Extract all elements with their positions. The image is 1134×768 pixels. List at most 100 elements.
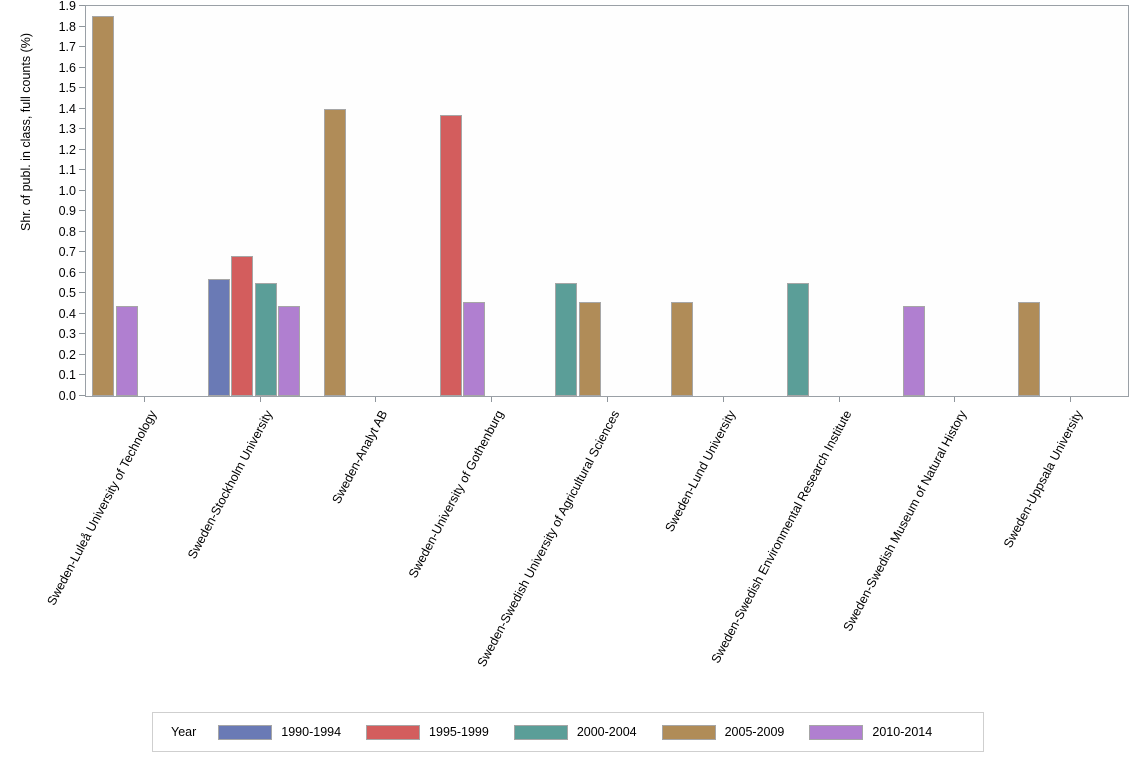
y-axis-tick-label: 1.2 (58, 142, 76, 157)
legend-item-label: 1995-1999 (429, 725, 489, 739)
y-axis-tick-mark (79, 292, 85, 294)
legend-item-label: 2000-2004 (576, 725, 637, 739)
bar (578, 301, 601, 396)
y-axis-tick-mark (79, 169, 85, 171)
y-axis-tick-mark (79, 5, 85, 6)
y-axis-tick-mark (79, 87, 85, 89)
y-axis-tick: 1.7 (0, 40, 85, 54)
legend-item[interactable]: 1995-1999 (366, 724, 489, 740)
y-axis-tick: 1.9 (0, 0, 85, 13)
y-axis-tick-mark (79, 353, 85, 355)
legend-color-swatch (661, 724, 716, 740)
y-axis-tick: 0.2 (0, 348, 85, 362)
y-axis-tick-label: 0.8 (58, 224, 76, 239)
y-axis-tick: 1.0 (0, 184, 85, 198)
y-axis-tick-label: 0.5 (58, 286, 76, 301)
y-axis-tick: 0.7 (0, 245, 85, 259)
bar (115, 305, 138, 396)
y-axis-tick-mark (79, 66, 85, 68)
y-axis-tick: 0.8 (0, 225, 85, 239)
y-axis-tick: 1.2 (0, 143, 85, 157)
y-axis-tick-mark (79, 189, 85, 191)
legend-item[interactable]: 2000-2004 (513, 724, 637, 740)
y-axis-tick-label: 1.1 (58, 163, 76, 178)
x-axis-tick-mark (838, 397, 840, 402)
x-axis-tick-mark (607, 397, 608, 402)
legend-items: 1990-1994 1995-1999 2000-2004 2005-2009 2010… (218, 724, 957, 740)
legend-item[interactable]: 1990-1994 (218, 724, 342, 740)
x-axis-tick-mark (491, 397, 493, 402)
y-axis-tick-mark (79, 46, 85, 48)
y-axis-tick-label: 0.9 (58, 204, 76, 219)
bar (231, 256, 254, 396)
y-axis-tick-mark (79, 25, 85, 27)
y-axis-tick-mark (79, 148, 85, 150)
y-axis-tick-label: 1.9 (58, 0, 76, 13)
y-axis-tick: 1.1 (0, 163, 85, 177)
legend-item-label: 2005-2009 (724, 725, 785, 739)
legend-color-swatch (513, 724, 568, 740)
y-axis-tick-label: 0.2 (58, 347, 76, 362)
bar (254, 283, 277, 396)
bar (1018, 301, 1041, 396)
y-axis-tick: 0.6 (0, 266, 85, 280)
bar (786, 283, 809, 396)
bar (555, 283, 578, 396)
y-axis-tick: 0.5 (0, 286, 85, 300)
y-axis-tick: 1.6 (0, 61, 85, 75)
y-axis-tick-mark (79, 107, 85, 109)
y-axis-tick-label: 0.3 (58, 327, 76, 342)
bar (323, 108, 346, 396)
y-axis-tick-label: 1.6 (58, 60, 76, 75)
legend-item-label: 1990-1994 (281, 725, 342, 739)
y-axis-tick: 0.3 (0, 327, 85, 341)
legend-title: Year (171, 725, 197, 739)
y-axis-tick-label: 1.5 (58, 81, 76, 96)
x-axis-tick-mark (722, 397, 724, 402)
bar (207, 279, 230, 396)
y-axis-tick: 1.3 (0, 122, 85, 136)
y-axis-tick-mark (79, 333, 85, 335)
legend-color-swatch (809, 724, 864, 740)
y-axis-tick-label: 0.0 (58, 389, 76, 403)
y-axis-tick: 0.0 (0, 389, 85, 403)
y-axis-tick-mark (79, 230, 85, 232)
y-axis-tick-mark (79, 210, 85, 212)
bar (671, 301, 694, 396)
x-axis-tick-mark (954, 397, 956, 402)
bar (278, 305, 301, 396)
y-axis-tick-mark (79, 128, 85, 130)
y-axis-tick-label: 1.7 (58, 40, 76, 55)
legend-color-swatch (218, 724, 273, 740)
y-axis-tick: 0.1 (0, 368, 85, 382)
x-axis-tick-mark (259, 397, 261, 402)
x-axis-tick-mark (143, 397, 145, 402)
y-axis-tick: 1.4 (0, 102, 85, 116)
y-axis-tick-mark (79, 271, 85, 273)
bar (463, 301, 486, 396)
legend-item-label: 2010-2014 (872, 725, 933, 739)
y-axis-tick-label: 1.3 (58, 122, 76, 137)
y-axis-tick-mark (79, 312, 85, 314)
legend: Year 1990-1994 1995-1999 2000-2004 2005-200… (152, 712, 984, 752)
bar (439, 114, 462, 396)
bar (92, 16, 115, 396)
y-axis-tick: 1.5 (0, 81, 85, 95)
legend-item[interactable]: 2005-2009 (661, 724, 785, 740)
y-axis-tick: 0.9 (0, 204, 85, 218)
y-axis-tick-label: 0.7 (58, 245, 76, 260)
y-axis-tick-label: 1.4 (58, 101, 76, 116)
y-axis-tick-label: 1.0 (58, 183, 76, 198)
legend-item[interactable]: 2010-2014 (809, 724, 933, 740)
y-axis-tick-label: 1.8 (58, 19, 76, 34)
y-axis-tick: 1.8 (0, 20, 85, 34)
y-axis-tick-mark (79, 374, 85, 376)
y-axis-tick: 0.4 (0, 307, 85, 321)
bar (902, 305, 925, 396)
legend-color-swatch (366, 724, 421, 740)
bars-layer (86, 6, 1128, 396)
x-axis-tick-label: Sweden-Luleå University of Technology (44, 408, 160, 608)
x-axis-tick-mark (375, 397, 377, 402)
y-axis-tick-mark (79, 395, 85, 396)
